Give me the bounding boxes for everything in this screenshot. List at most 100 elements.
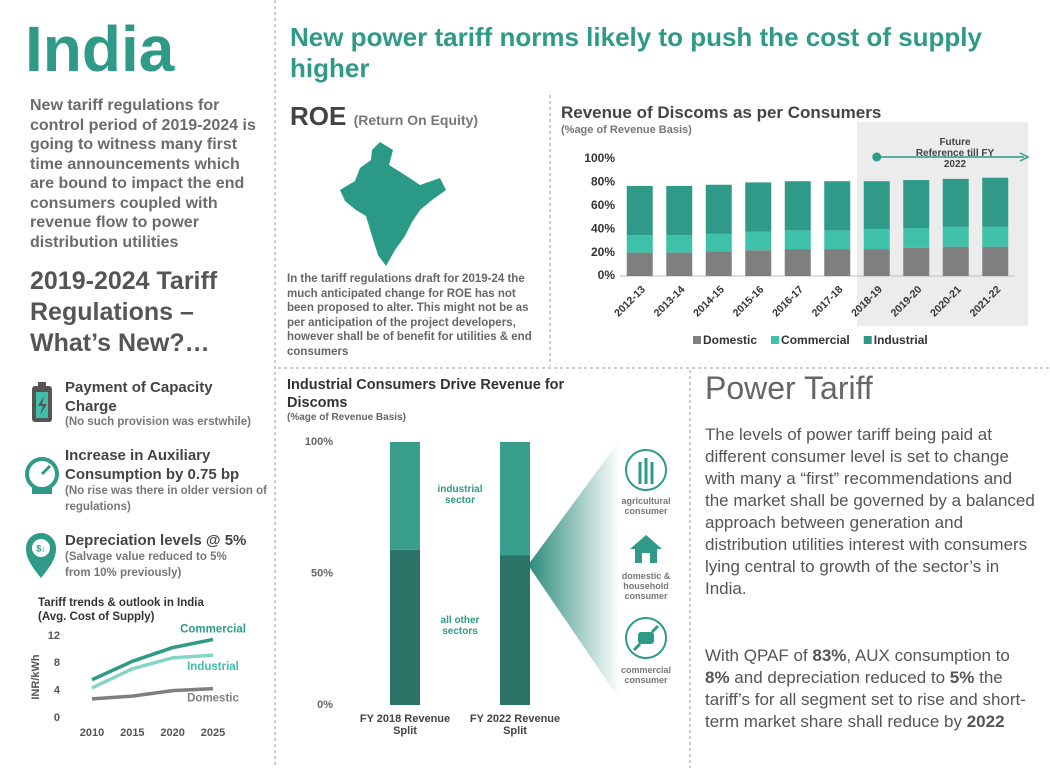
bar-segment: [863, 229, 890, 250]
bar-segment: [626, 252, 653, 276]
series-label: Commercial: [180, 623, 246, 635]
x-tick-label: FY 2018 Revenue Split: [359, 713, 451, 737]
bar-segment: [745, 182, 772, 232]
x-tick-label: 2016-17: [770, 283, 806, 319]
bar-segment: [626, 185, 653, 236]
tariff-summary: With QPAF of 83%, AUX consumption to 8% …: [705, 645, 1035, 733]
x-tick-label: 2012-13: [612, 283, 648, 319]
item-note: (No rise was there in older version of r…: [65, 485, 267, 513]
summary-text: With QPAF of: [705, 646, 813, 665]
item-title: Increase in Auxiliary Consumption by 0.7…: [65, 447, 240, 483]
agri-icon: [625, 449, 667, 491]
y-tick-label: 40%: [591, 221, 615, 235]
item-title: Depreciation levels @ 5%: [65, 532, 247, 549]
bar-segment: [784, 249, 811, 276]
y-tick-label: 100%: [584, 151, 615, 165]
bar-segment: [903, 180, 930, 229]
bar-segment: [982, 177, 1009, 227]
x-tick-label: FY 2022 Revenue Split: [469, 713, 561, 737]
summary-text: , AUX consumption to: [846, 646, 1010, 665]
roe-subtitle: (Return On Equity): [353, 112, 479, 128]
bar-segment: [500, 442, 530, 556]
bar-segment: [705, 251, 732, 276]
y-tick-label: 80%: [591, 175, 615, 189]
x-tick-label: 2017-18: [810, 283, 846, 319]
series-label: industrial sector: [437, 483, 483, 506]
legend-label: Industrial: [874, 333, 928, 347]
legend-swatch: [771, 336, 780, 344]
bar-segment: [903, 247, 930, 276]
series-line: [91, 653, 214, 690]
series-label: Domestic: [187, 693, 239, 705]
svg-text:$↓: $↓: [36, 543, 46, 553]
highlight-figure: 5%: [949, 668, 975, 687]
y-tick-label: 100%: [305, 436, 333, 448]
roe-title: ROE: [290, 101, 347, 131]
tariff-title: Power Tariff: [705, 370, 873, 406]
bar-segment: [390, 442, 420, 550]
house-icon: [630, 535, 662, 563]
bar-segment: [863, 249, 890, 276]
annotation: domestic & household consumer: [621, 571, 671, 601]
y-axis-label: INR/kWh: [30, 654, 42, 700]
bar-segment: [942, 246, 969, 276]
y-tick-label: 60%: [591, 198, 615, 212]
highlight-figure: 8%: [705, 668, 730, 687]
bar-segment: [982, 226, 1009, 247]
bar-segment: [942, 178, 969, 227]
highlight-figure: 83%: [812, 646, 847, 665]
series-label: Industrial: [187, 661, 239, 673]
funnel: [528, 440, 620, 700]
x-tick-label: 2013-14: [652, 283, 688, 319]
item-note: (No such provision was erstwhile): [65, 416, 251, 428]
annotation: Future Reference till FY 2022: [915, 137, 995, 170]
highlight-figure: 2022: [966, 712, 1005, 731]
bar-segment: [390, 549, 420, 705]
y-tick-label: 20%: [591, 245, 615, 259]
brand: India: [25, 13, 175, 85]
bar-segment: [863, 181, 890, 230]
bar-segment: [824, 181, 851, 231]
section-heading: 2019-2024 Tariff Regulations – What’s Ne…: [30, 267, 218, 357]
battery-icon: [32, 382, 52, 422]
summary-text: the tariff’s for all segment set to rise…: [705, 668, 1026, 731]
bar-segment: [500, 555, 530, 705]
bar-segment: [903, 228, 930, 248]
bar-segment: [666, 185, 693, 236]
legend-swatch: [693, 336, 701, 344]
series-line: [91, 686, 214, 701]
chart-title: Tariff trends & outlook in India: [38, 597, 204, 609]
arrow-dot: [872, 152, 882, 162]
item-title: Payment of Capacity Charge: [65, 379, 213, 415]
bar-segment: [705, 233, 732, 252]
item-note: (Salvage value reduced to 5% from 10% pr…: [65, 551, 227, 579]
chart-subtitle: (Avg. Cost of Supply): [38, 611, 155, 623]
roe-title: ROE (Return On Equity): [290, 101, 478, 132]
legend-swatch: [863, 336, 872, 344]
chart-title: Industrial Consumers Drive Revenue for D…: [287, 377, 565, 411]
pin-icon: $↓: [26, 533, 56, 578]
annotation: commercial consumer: [620, 665, 672, 685]
gauge-icon: [25, 457, 59, 494]
chart-title: Revenue of Discoms as per Consumers: [561, 103, 882, 122]
legend-label: Domestic: [703, 333, 757, 347]
x-tick-label: 2015: [120, 727, 144, 739]
chart-subtitle: (%age of Revenue Basis): [561, 124, 692, 136]
y-tick-label: 0: [54, 712, 60, 724]
y-tick-label: 0%: [598, 268, 616, 282]
bar-segment: [942, 226, 969, 247]
x-tick-label: 2015-16: [731, 283, 767, 319]
legend-label: Commercial: [781, 333, 850, 347]
roe-text: In the tariff regulations draft for 2019…: [287, 273, 532, 358]
y-tick-label: 4: [54, 685, 61, 697]
y-tick-label: 0%: [317, 699, 333, 711]
page-title: New power tariff norms likely to push th…: [290, 22, 982, 83]
intro: New tariff regulations for control perio…: [30, 97, 256, 251]
series-label: all other sectors: [440, 615, 480, 638]
x-tick-label: 2025: [201, 727, 225, 739]
bar-segment: [745, 231, 772, 251]
bar-segment: [982, 246, 1009, 276]
plug-icon: [625, 617, 667, 659]
